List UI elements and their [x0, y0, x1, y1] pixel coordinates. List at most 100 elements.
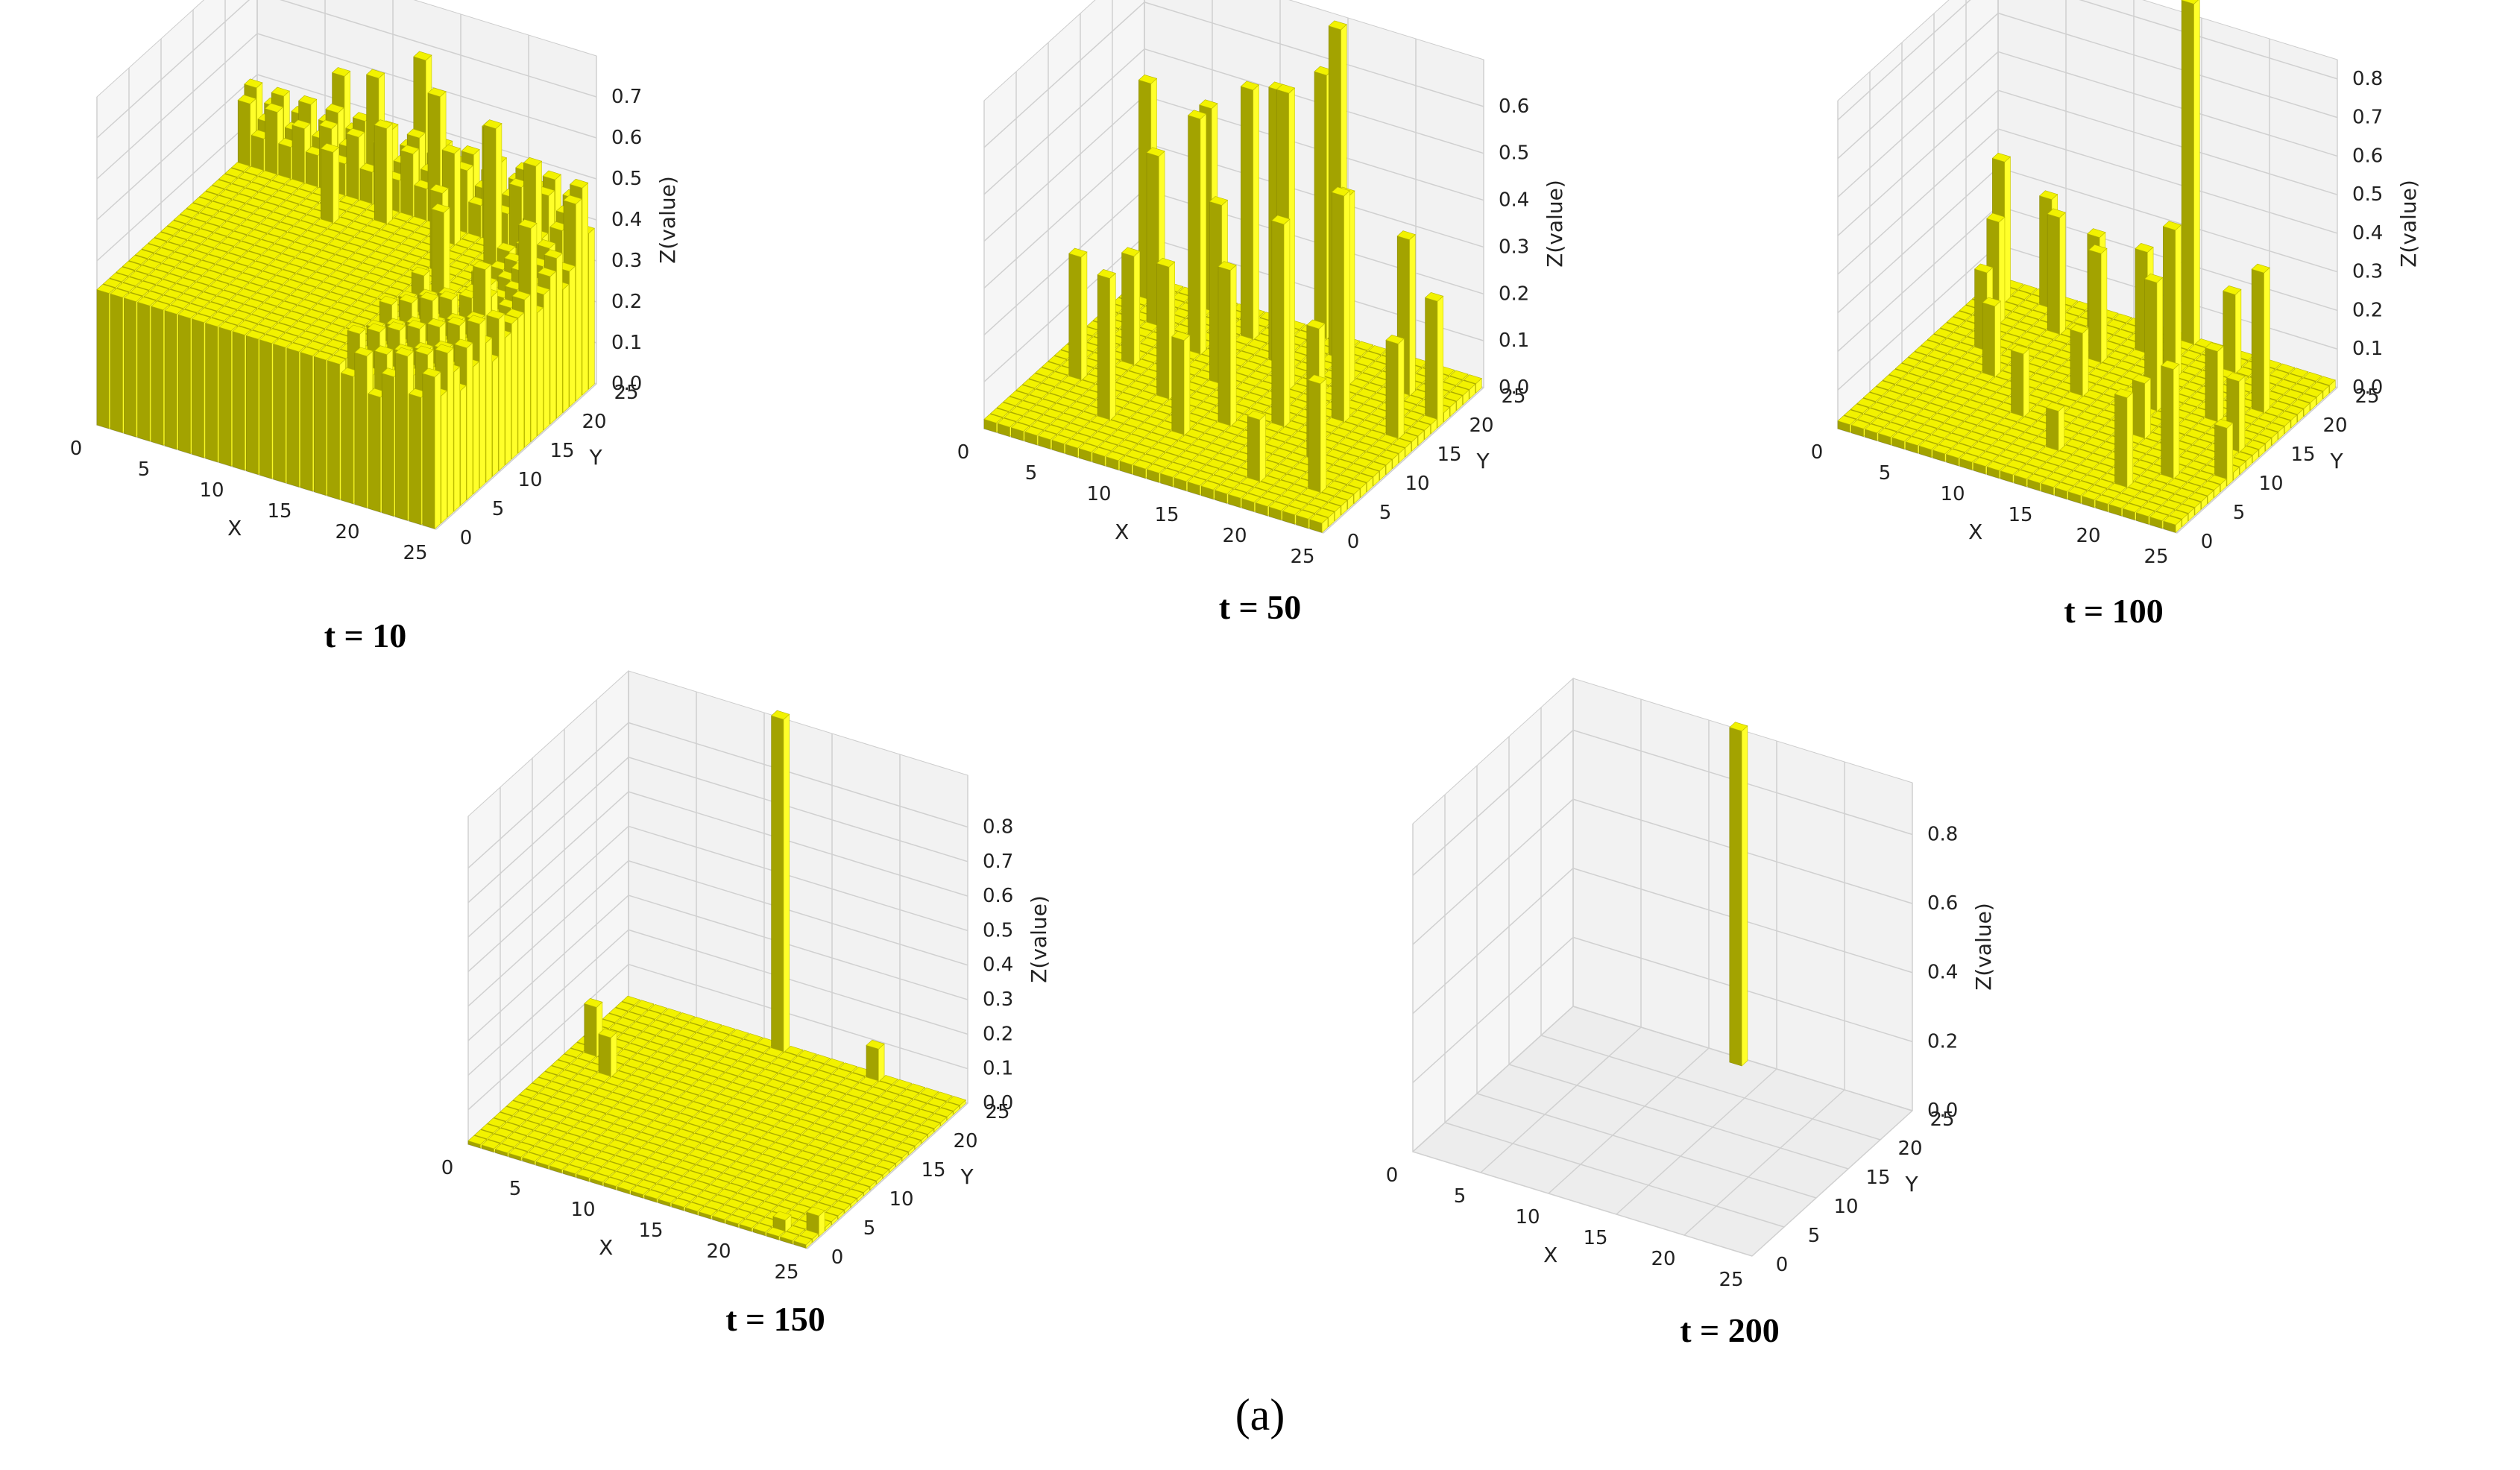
bar-top-face — [339, 195, 359, 205]
bar-side-face — [447, 347, 454, 518]
bar-side-face — [582, 182, 589, 396]
bar-side-face — [1080, 251, 1088, 389]
bar-side-face — [1320, 378, 1327, 502]
bar-front-face — [96, 289, 110, 429]
bar-side-face — [556, 253, 563, 419]
bar-top-face — [570, 178, 589, 189]
bar-side-face — [569, 265, 576, 408]
bar — [1308, 374, 1327, 502]
bar-side-face — [498, 313, 505, 472]
bar-front-face — [232, 331, 245, 471]
bar-front-face — [341, 372, 354, 505]
bar-top-face — [271, 86, 290, 97]
bar-side-face — [1437, 295, 1443, 429]
bar-front-face — [286, 347, 300, 488]
bar-top-face — [400, 145, 420, 154]
bar-top-face — [238, 171, 257, 182]
bar-top-face — [298, 95, 318, 105]
bar-front-face — [1385, 339, 1399, 448]
x-tick-label: 25 — [403, 542, 427, 564]
bar-side-face — [1398, 338, 1405, 448]
bar-side-face — [492, 356, 499, 477]
bar-front-face — [395, 352, 409, 521]
bar — [1171, 331, 1191, 444]
bar-side-face — [544, 288, 550, 431]
bar-side-face — [1283, 218, 1291, 436]
bar-front-face — [110, 293, 123, 434]
bar-front-face — [137, 301, 151, 442]
bar — [1385, 334, 1405, 448]
bar-side-face — [1183, 334, 1191, 444]
bar-front-face — [381, 373, 394, 517]
z-tick-label: 0.3 — [611, 250, 642, 272]
z-tick-label: 0.1 — [611, 332, 642, 354]
bar-top-face — [244, 78, 263, 89]
z-axis-label: Z(value) — [655, 176, 680, 264]
bar — [1068, 247, 1088, 389]
bar-front-face — [300, 352, 313, 492]
bar-top-face — [407, 216, 426, 226]
bar-side-face — [434, 371, 441, 530]
bar-side-face — [1409, 233, 1416, 405]
bar-side-face — [441, 390, 447, 524]
bar — [1218, 261, 1237, 435]
bar-side-face — [524, 294, 531, 448]
bar-front-face — [1156, 262, 1170, 408]
bar-top-face — [299, 183, 318, 193]
bar-side-face — [576, 198, 582, 402]
bar-front-face — [1218, 266, 1231, 435]
bar-front-face — [273, 343, 286, 484]
bar-front-face — [164, 310, 177, 450]
bar-side-face — [1109, 272, 1116, 429]
bar-side-face — [549, 271, 557, 425]
bar-front-face — [422, 373, 435, 529]
bar-side-face — [1200, 113, 1206, 364]
grid-line — [96, 33, 258, 180]
bar-side-face — [530, 222, 538, 443]
bar-top-face — [366, 69, 385, 79]
bar-top-face — [265, 180, 285, 190]
bar — [1188, 110, 1207, 364]
y-axis-label: Y — [588, 445, 602, 470]
bar-side-face — [1344, 190, 1350, 431]
bar — [1121, 247, 1141, 374]
bar — [1247, 410, 1267, 491]
x-axis-label: X — [227, 516, 242, 540]
bar-top-face — [231, 162, 251, 172]
bar-top-face — [271, 174, 291, 184]
bar-side-face — [453, 366, 461, 512]
bar-front-face — [177, 314, 191, 455]
bar-front-face — [1241, 86, 1254, 349]
bar-side-face — [511, 318, 518, 460]
bar-top-face — [427, 87, 447, 98]
bar — [1271, 215, 1291, 436]
bar-top-face — [325, 104, 344, 113]
bar-front-face — [1271, 220, 1285, 436]
bar-front-face — [151, 306, 164, 446]
bar-front-face — [218, 327, 232, 467]
bar — [1331, 186, 1350, 431]
bar-top-face — [461, 145, 480, 155]
bar-side-face — [466, 342, 473, 501]
z-tick-label: 0.7 — [611, 86, 642, 108]
bar-side-face — [1253, 84, 1259, 349]
grid-line — [96, 0, 251, 139]
bar-front-face — [313, 356, 327, 496]
bar-side-face — [1133, 250, 1140, 374]
bar — [1425, 291, 1444, 429]
z-tick-label: 0.6 — [611, 127, 642, 149]
bar-top-face — [245, 165, 264, 176]
bar-front-face — [205, 322, 218, 463]
bar-top-face — [346, 127, 365, 138]
bar-front-face — [368, 393, 381, 513]
bar — [1240, 81, 1260, 349]
chart-panel-2: 051015202505101520250.00.10.20.30.40.50.… — [957, 0, 1567, 626]
bar-top-face — [265, 103, 284, 113]
x-tick-label: 20 — [335, 521, 359, 543]
bar-front-face — [354, 352, 368, 508]
grid-line — [96, 74, 258, 221]
y-tick-label: 15 — [549, 440, 574, 462]
bar-front-face — [1188, 115, 1201, 364]
bar-front-face — [259, 339, 273, 479]
